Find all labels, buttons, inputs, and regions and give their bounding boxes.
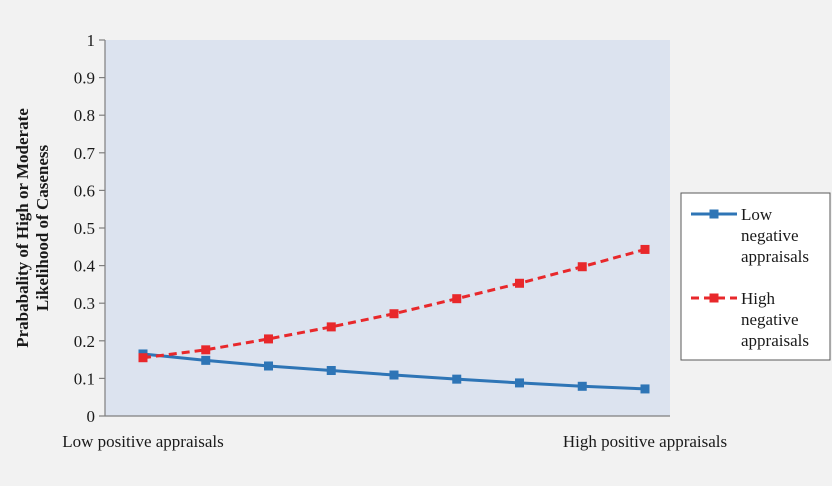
legend-item-low-negative: Low negative appraisals xyxy=(691,205,809,266)
y-tick-label: 0 xyxy=(87,407,96,426)
data-point xyxy=(326,322,336,332)
y-axis-title-line-2: Likelihood of Caseness xyxy=(33,144,52,311)
data-point xyxy=(515,378,524,388)
data-point xyxy=(452,294,462,304)
plot-area xyxy=(105,40,670,416)
series xyxy=(138,244,650,394)
data-point xyxy=(577,381,587,391)
legend-box xyxy=(680,192,831,361)
data-point xyxy=(577,262,587,272)
data-point xyxy=(264,334,273,344)
legend-label-line: negative xyxy=(741,226,799,245)
series-high-negative xyxy=(138,244,650,363)
y-tick-label: 0.8 xyxy=(74,106,95,125)
legend-item-high-negative: High negative appraisals xyxy=(691,289,809,350)
y-tick-label: 0.2 xyxy=(74,332,95,351)
y-axis: 0 0.1 0.2 0.3 0.4 0.5 0.6 0.7 0.8 0.9 1 xyxy=(74,31,106,426)
y-tick-label: 0.4 xyxy=(74,257,96,276)
y-tick-label: 0.1 xyxy=(74,369,95,388)
data-point xyxy=(201,355,211,365)
x-category-high: High positive appraisals xyxy=(563,432,727,451)
x-category-low: Low positive appraisals xyxy=(62,432,223,451)
legend: Low negative appraisals High negative apprais… xyxy=(680,192,831,361)
legend-label-line: High xyxy=(741,289,776,308)
y-tick-label: 0.9 xyxy=(74,69,95,88)
y-tick-label: 1 xyxy=(87,31,96,50)
data-point xyxy=(389,370,399,380)
data-point xyxy=(452,374,462,384)
legend-items: Low negative appraisals High negative apprais… xyxy=(691,205,809,350)
data-point xyxy=(264,361,273,371)
data-point xyxy=(201,345,211,355)
legend-label-line: negative xyxy=(741,310,799,329)
y-axis-title: Prababality of High or Moderate Likeliho… xyxy=(13,108,52,348)
data-point xyxy=(515,278,524,288)
data-point xyxy=(326,366,336,376)
legend-swatch-marker xyxy=(709,209,719,219)
data-point xyxy=(389,309,399,319)
legend-label-line: Low xyxy=(741,205,773,224)
data-point xyxy=(640,384,650,394)
legend-swatch-marker xyxy=(709,293,719,303)
legend-label-line: appraisals xyxy=(741,331,809,350)
y-axis-title-line-1: Prababality of High or Moderate xyxy=(13,108,32,348)
series-low-negative xyxy=(138,349,650,394)
y-tick-label: 0.7 xyxy=(74,144,96,163)
y-tick-label: 0.3 xyxy=(74,294,95,313)
y-tick-label: 0.5 xyxy=(74,219,95,238)
data-point xyxy=(640,244,650,254)
data-point xyxy=(138,353,148,363)
y-tick-label: 0.6 xyxy=(74,181,95,200)
legend-label-line: appraisals xyxy=(741,247,809,266)
